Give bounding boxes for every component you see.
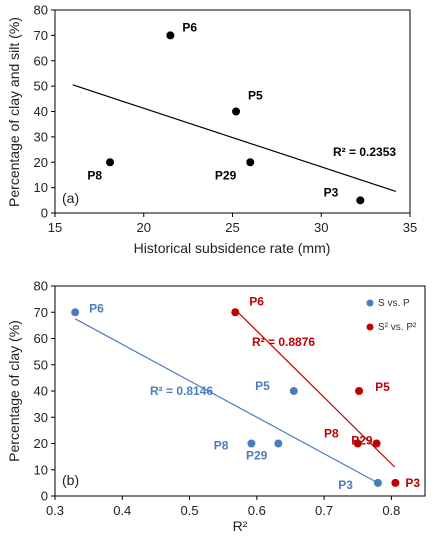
y-tick-label: 10	[34, 462, 48, 477]
x-tick-label: 0.5	[181, 503, 199, 518]
chart-b-xlabel: R²	[233, 518, 248, 534]
y-tick-label: 30	[34, 410, 48, 425]
data-point-label-p29: P29	[351, 434, 373, 448]
data-point-p6	[231, 308, 240, 317]
data-point-label-p3: P3	[324, 185, 339, 199]
data-point-label-p8: P8	[214, 439, 229, 453]
data-point-label-p5: P5	[375, 380, 390, 394]
x-tick-label: 20	[137, 220, 151, 235]
data-point-p8	[247, 439, 256, 448]
chart-b-plot-frame	[54, 285, 426, 497]
y-tick-label: 70	[34, 305, 48, 320]
chart-b: 0 10 20 30 40 50 60 70 80 0.3 0.4 0.5 0.6 0.7 0.8 P6 P…	[6, 279, 426, 534]
data-point-p5	[355, 387, 364, 395]
data-point-p29	[246, 158, 255, 167]
chart-b-trendline-s2-vs-p2	[234, 309, 396, 468]
x-tick-label: 35	[403, 220, 417, 235]
y-tick-label: 30	[34, 129, 48, 144]
x-tick-label: 15	[48, 220, 62, 235]
data-point-label-p5: P5	[255, 379, 270, 393]
chart-b-r2-label-s2-vs-p2: R² = 0.8876	[252, 335, 315, 349]
y-tick-label: 40	[34, 384, 48, 399]
data-point-label-p29: P29	[215, 168, 237, 182]
x-tick-label: 0.6	[248, 503, 266, 518]
data-point-label-p6: P6	[182, 20, 197, 34]
data-point-p8	[353, 439, 362, 448]
y-tick-label: 20	[34, 155, 48, 170]
legend-marker-s2-vs-p2	[366, 323, 374, 331]
chart-b-ylabel: Percentage of clay (%)	[6, 320, 22, 462]
y-tick-label: 40	[34, 104, 48, 119]
x-tick-label: 30	[314, 220, 328, 235]
data-point-label-p8: P8	[324, 427, 339, 441]
data-point-label-p6: P6	[249, 294, 264, 308]
chart-b-legend: S vs. P S² vs. P²	[366, 298, 417, 333]
data-point-label-p6: P6	[89, 301, 104, 315]
data-point-p6	[71, 308, 80, 317]
data-point-p8	[106, 158, 115, 167]
data-point-p6	[166, 31, 175, 40]
y-tick-label: 60	[34, 53, 48, 68]
y-tick-label: 70	[34, 28, 48, 43]
data-point-label-p3: P3	[405, 476, 420, 490]
x-tick-label: 0.8	[382, 503, 400, 518]
data-point-p3	[356, 196, 365, 205]
chart-a-r2-label: R² = 0.2353	[333, 145, 396, 159]
data-point-p3	[373, 478, 382, 487]
x-tick-label: 0.4	[113, 503, 131, 518]
chart-b-trendline-s-vs-p	[74, 318, 379, 484]
y-tick-label: 60	[34, 331, 48, 346]
chart-b-panel-label: (b)	[62, 472, 79, 488]
data-point-label-p8: P8	[87, 168, 102, 182]
chart-a-trendline	[72, 84, 396, 193]
legend-label-s2-vs-p2: S² vs. P²	[378, 322, 417, 333]
chart-b-r2-label-s-vs-p: R² = 0.8146	[150, 384, 213, 398]
x-tick-label: 0.3	[46, 503, 64, 518]
data-point-label-p29: P29	[246, 449, 268, 463]
chart-a: 0 10 20 30 40 50 60 70 80 15 20 25 30 35 P6 P5 P8 P29 P3…	[6, 3, 417, 257]
chart-a-panel-label: (a)	[62, 190, 79, 206]
y-tick-label: 0	[41, 206, 48, 221]
legend-label-s-vs-p: S vs. P	[378, 298, 410, 309]
y-tick-label: 20	[34, 436, 48, 451]
chart-a-ylabel: Percentage of clay and silt (%)	[6, 17, 22, 207]
y-tick-label: 80	[34, 3, 48, 18]
y-tick-label: 10	[34, 180, 48, 195]
data-point-p5	[289, 387, 298, 395]
x-tick-label: 0.7	[315, 503, 333, 518]
y-tick-label: 0	[41, 489, 48, 504]
y-tick-label: 50	[34, 357, 48, 372]
data-point-p29	[274, 439, 283, 448]
data-point-p5	[232, 107, 241, 116]
data-point-p3	[391, 478, 400, 487]
y-tick-label: 80	[34, 279, 48, 294]
data-point-p29	[372, 439, 381, 448]
y-tick-label: 50	[34, 79, 48, 94]
legend-marker-s-vs-p	[366, 299, 374, 307]
x-tick-label: 25	[225, 220, 239, 235]
data-point-label-p5: P5	[248, 89, 263, 103]
chart-a-xlabel: Historical subsidence rate (mm)	[134, 240, 331, 256]
data-point-label-p3: P3	[338, 478, 353, 492]
